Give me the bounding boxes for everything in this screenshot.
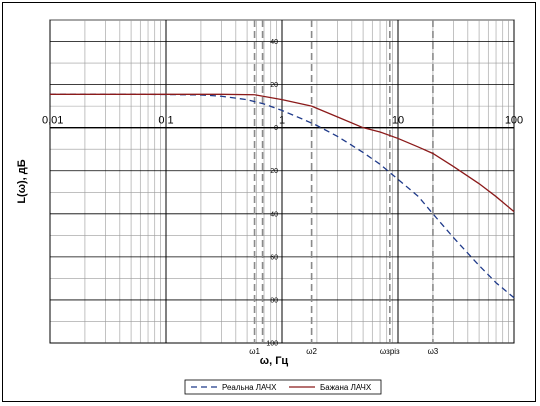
y-tick-label: 0 (274, 125, 278, 132)
x-axis-title: ω, Гц (260, 355, 289, 367)
legend: Реальна ЛАЧХ Бажана ЛАЧХ (184, 379, 382, 395)
y-tick-labels: 40 20 0 20 40 60 80 100 (266, 39, 278, 347)
x-tick-labels: 0,01 0,1 1 10 100 (42, 115, 523, 127)
series-line (50, 93, 515, 213)
x-tick-label: 100 (505, 115, 523, 127)
x-tick-label: 1 (279, 115, 285, 127)
series-line (50, 93, 515, 299)
y-tick-label: 40 (270, 211, 278, 218)
marker-label: ω3 (428, 347, 439, 356)
x-tick-label: 0,1 (158, 115, 173, 127)
chart-frame: 40 20 0 20 40 60 80 100 0,01 0,1 1 10 100 ω1 ω2 ωзріз ω3… (2, 2, 536, 402)
y-tick-label: 60 (270, 254, 278, 261)
frequency-markers (253, 20, 434, 343)
series-lines (50, 93, 515, 299)
y-tick-label: 80 (270, 297, 278, 304)
y-axis-title: L(ω), дБ (16, 159, 28, 203)
x-tick-label: 10 (392, 115, 404, 127)
y-tick-label: 20 (270, 82, 278, 89)
y-tick-label: 20 (270, 168, 278, 175)
marker-label: ωзріз (380, 347, 400, 356)
legend-box (184, 379, 382, 395)
marker-label: ω2 (306, 347, 317, 356)
marker-label: ω1 (249, 347, 260, 356)
legend-label: Реальна ЛАЧХ (222, 383, 277, 392)
chart-svg: 40 20 0 20 40 60 80 100 0,01 0,1 1 10 100 ω1 ω2 ωзріз ω3… (16, 19, 523, 395)
x-tick-label: 0,01 (42, 115, 63, 127)
y-tick-label: 100 (266, 341, 278, 348)
marker-labels: ω1 ω2 ωзріз ω3 (249, 347, 439, 356)
y-tick-label: 40 (270, 39, 278, 46)
legend-label: Бажана ЛАЧХ (320, 383, 372, 392)
